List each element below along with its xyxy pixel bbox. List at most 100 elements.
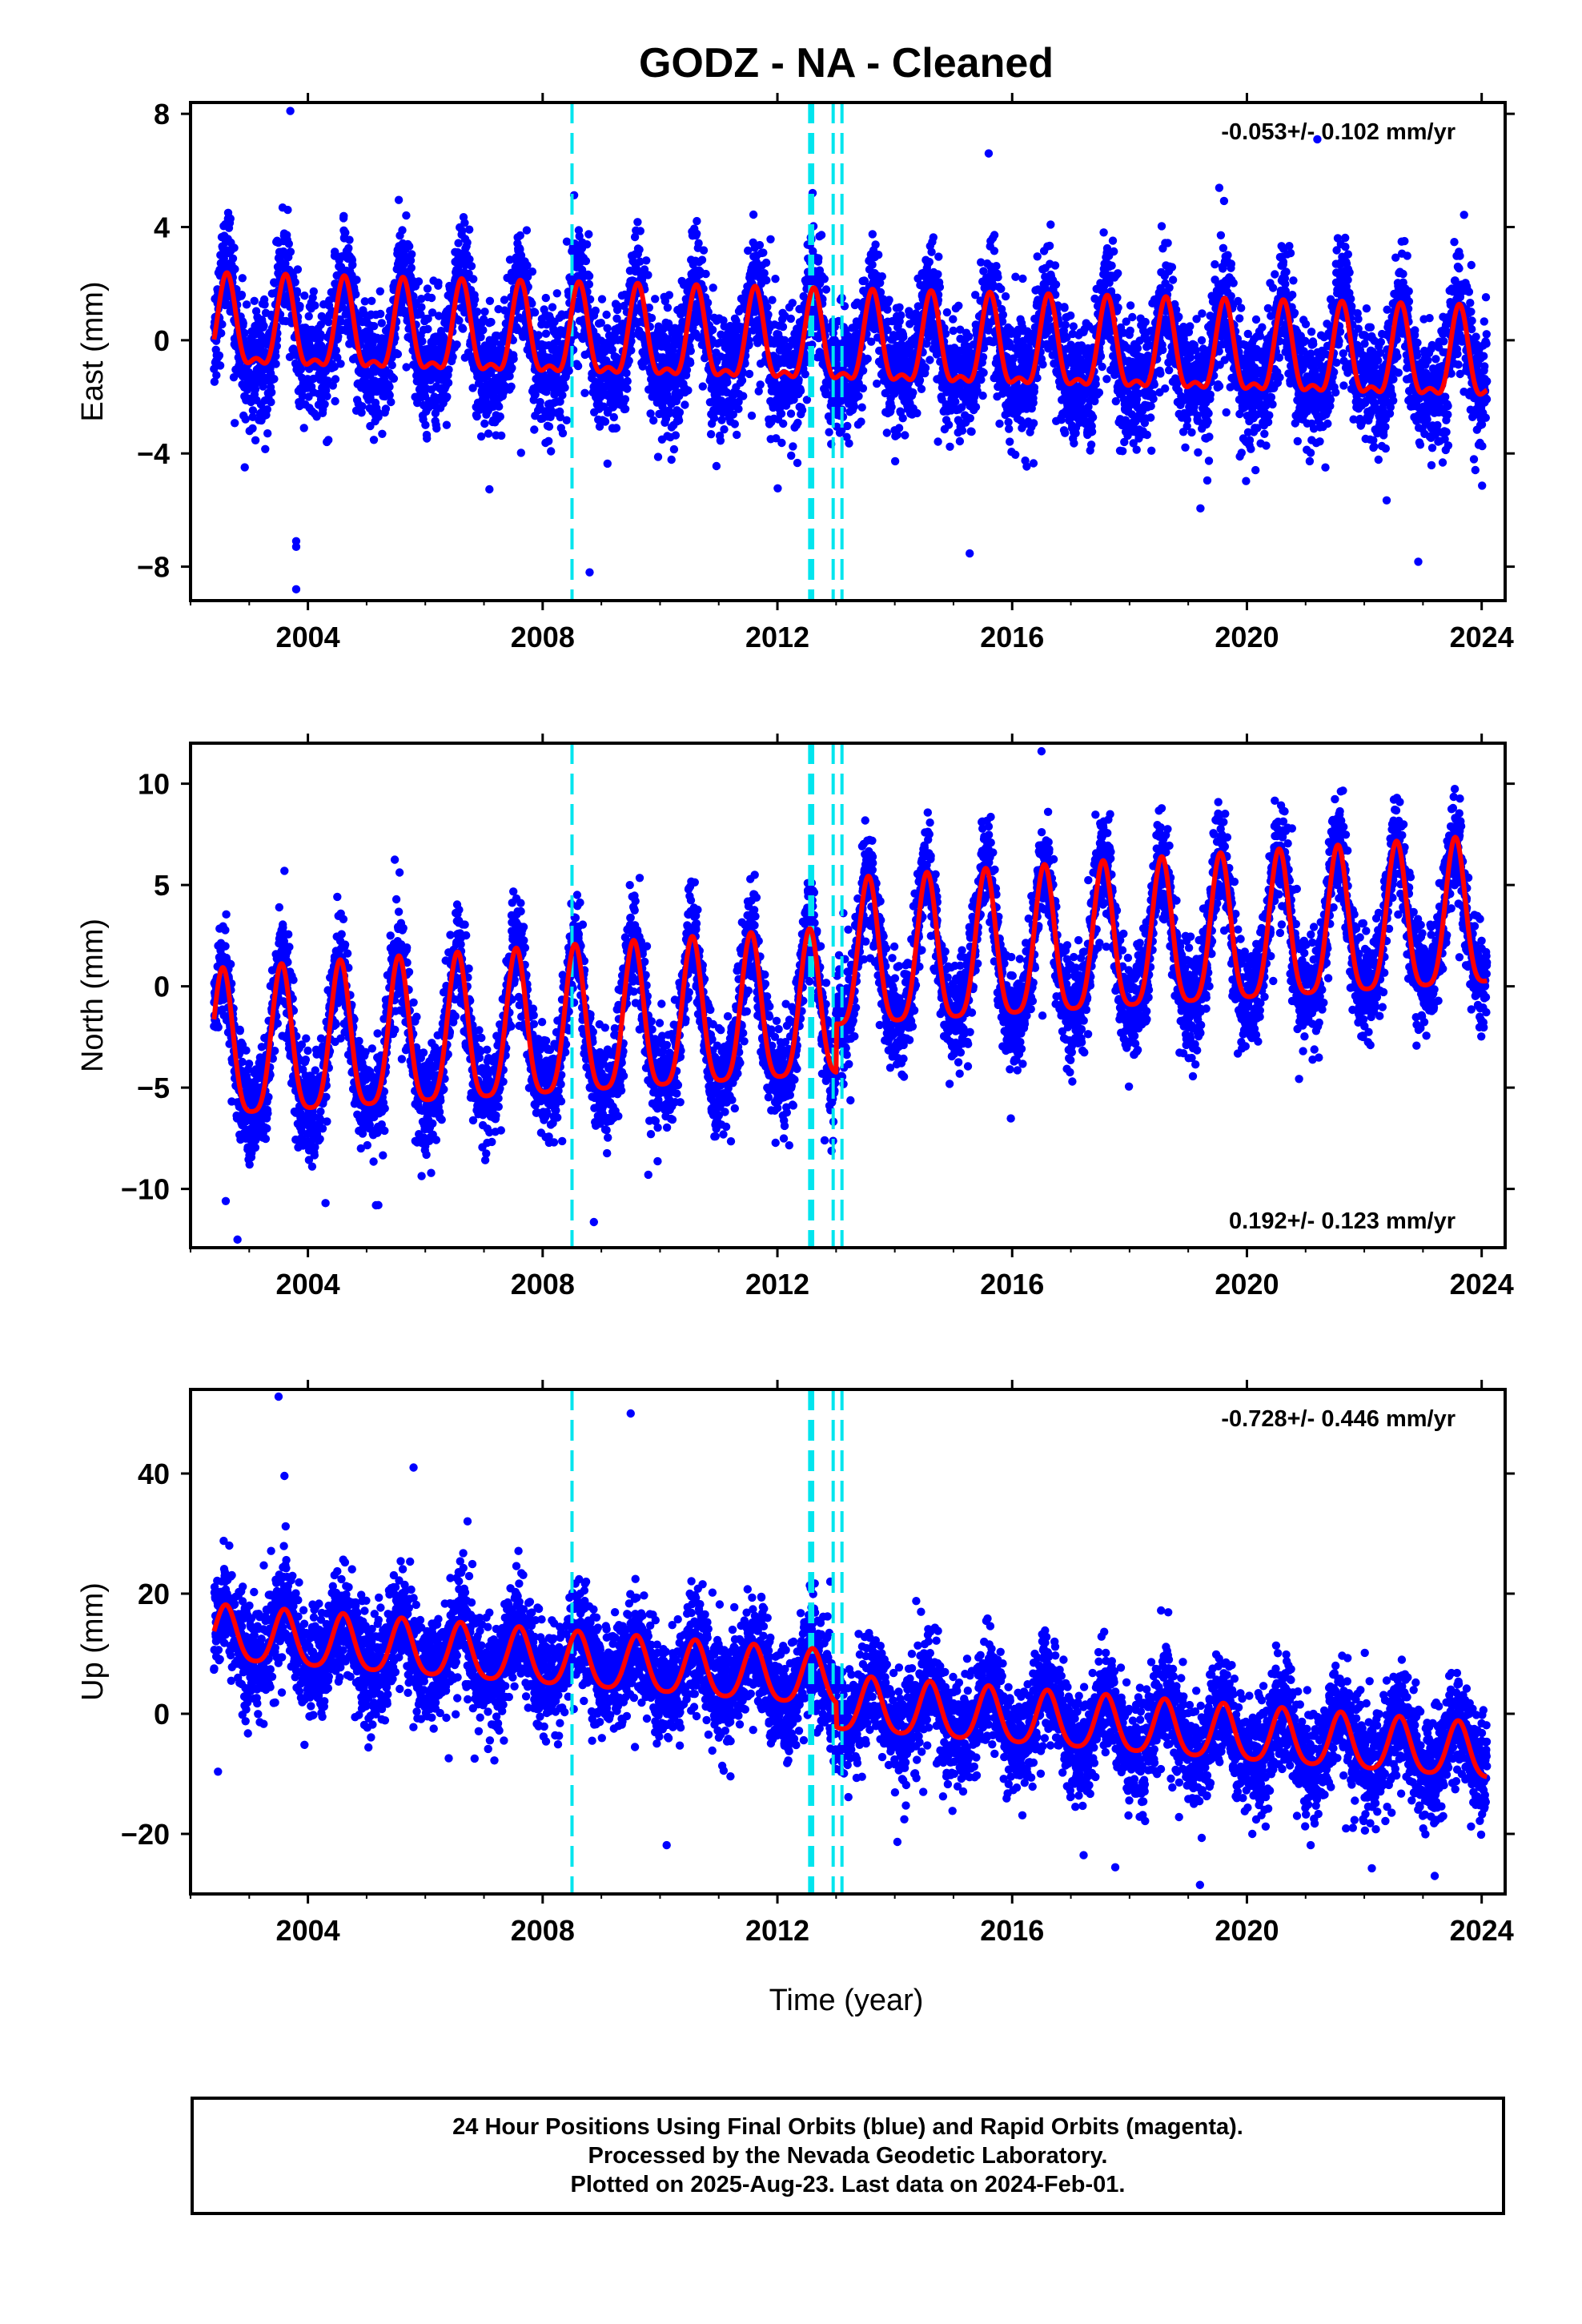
data-point (1069, 322, 1078, 331)
data-point (284, 239, 293, 248)
data-point (260, 300, 269, 309)
data-point (320, 400, 329, 408)
data-point (460, 219, 469, 227)
data-point (857, 417, 865, 426)
data-point (345, 235, 354, 244)
data-point (773, 484, 782, 493)
data-point (944, 420, 954, 429)
data-point (686, 347, 695, 356)
data-point (921, 364, 930, 372)
data-point (480, 308, 489, 316)
data-point (484, 429, 493, 438)
data-point (1011, 450, 1020, 459)
data-point (328, 381, 337, 390)
data-point (942, 308, 952, 317)
data-point (580, 388, 589, 397)
data-point (697, 255, 707, 264)
data-point (215, 351, 224, 360)
data-point (487, 318, 496, 327)
data-point (591, 306, 600, 316)
data-point (925, 257, 934, 267)
data-point (747, 411, 757, 420)
data-point (299, 424, 308, 432)
data-point (509, 354, 518, 364)
data-point (240, 463, 249, 472)
data-point (385, 391, 394, 400)
data-point (548, 303, 557, 312)
data-point (733, 430, 741, 440)
data-point (324, 436, 333, 444)
data-point (261, 444, 270, 453)
data-point (669, 444, 679, 454)
data-point (431, 408, 440, 418)
data-point (552, 289, 561, 298)
data-point (745, 369, 754, 379)
data-point (463, 238, 472, 247)
data-point (536, 397, 544, 407)
data-point (324, 318, 333, 327)
data-point (929, 233, 938, 242)
data-point (523, 261, 532, 270)
data-point (647, 313, 656, 323)
data-point (377, 319, 386, 328)
data-point (777, 438, 786, 448)
chart-title: GODZ - NA - Cleaned (639, 40, 1054, 86)
data-point (497, 431, 506, 440)
data-point (479, 326, 488, 335)
data-point (994, 273, 1002, 282)
data-point (226, 214, 235, 223)
data-point (472, 308, 482, 316)
data-point (779, 419, 788, 428)
data-point (1045, 241, 1054, 251)
data-point (868, 260, 877, 269)
data-point (293, 265, 303, 274)
data-point (476, 432, 486, 441)
data-point (1011, 272, 1020, 281)
data-point (890, 456, 900, 466)
data-point (331, 375, 340, 384)
data-point (378, 429, 387, 438)
data-point (500, 296, 509, 304)
data-point (899, 332, 908, 342)
data-point (883, 305, 892, 314)
data-point (793, 458, 802, 468)
data-point (443, 392, 452, 401)
data-point (602, 310, 611, 320)
data-point (270, 375, 279, 384)
data-point (367, 296, 376, 305)
data-point (298, 392, 307, 400)
data-point (698, 382, 707, 391)
data-point (357, 408, 366, 417)
data-point (516, 448, 525, 457)
data-point (684, 386, 693, 395)
data-point (717, 416, 726, 424)
data-point (516, 231, 524, 240)
data-point (544, 422, 554, 431)
data-point (421, 420, 430, 429)
data-point (699, 246, 709, 255)
data-point (935, 283, 945, 292)
data-point (787, 451, 796, 460)
data-point (240, 328, 249, 338)
data-point (387, 397, 396, 407)
data-point (667, 455, 676, 464)
data-point (966, 549, 974, 558)
data-point (398, 226, 407, 235)
data-point (359, 309, 368, 318)
data-point (336, 360, 345, 368)
data-point (558, 391, 567, 400)
data-point (603, 324, 612, 332)
data-point (414, 277, 424, 286)
data-point (633, 218, 642, 227)
data-point (496, 412, 504, 421)
data-point (210, 377, 219, 386)
data-point (407, 263, 416, 272)
data-point (271, 360, 280, 368)
data-point (417, 295, 426, 304)
data-point (309, 287, 318, 296)
data-point (210, 364, 219, 373)
data-point (898, 414, 907, 423)
data-point (267, 397, 275, 407)
data-point (309, 374, 318, 384)
